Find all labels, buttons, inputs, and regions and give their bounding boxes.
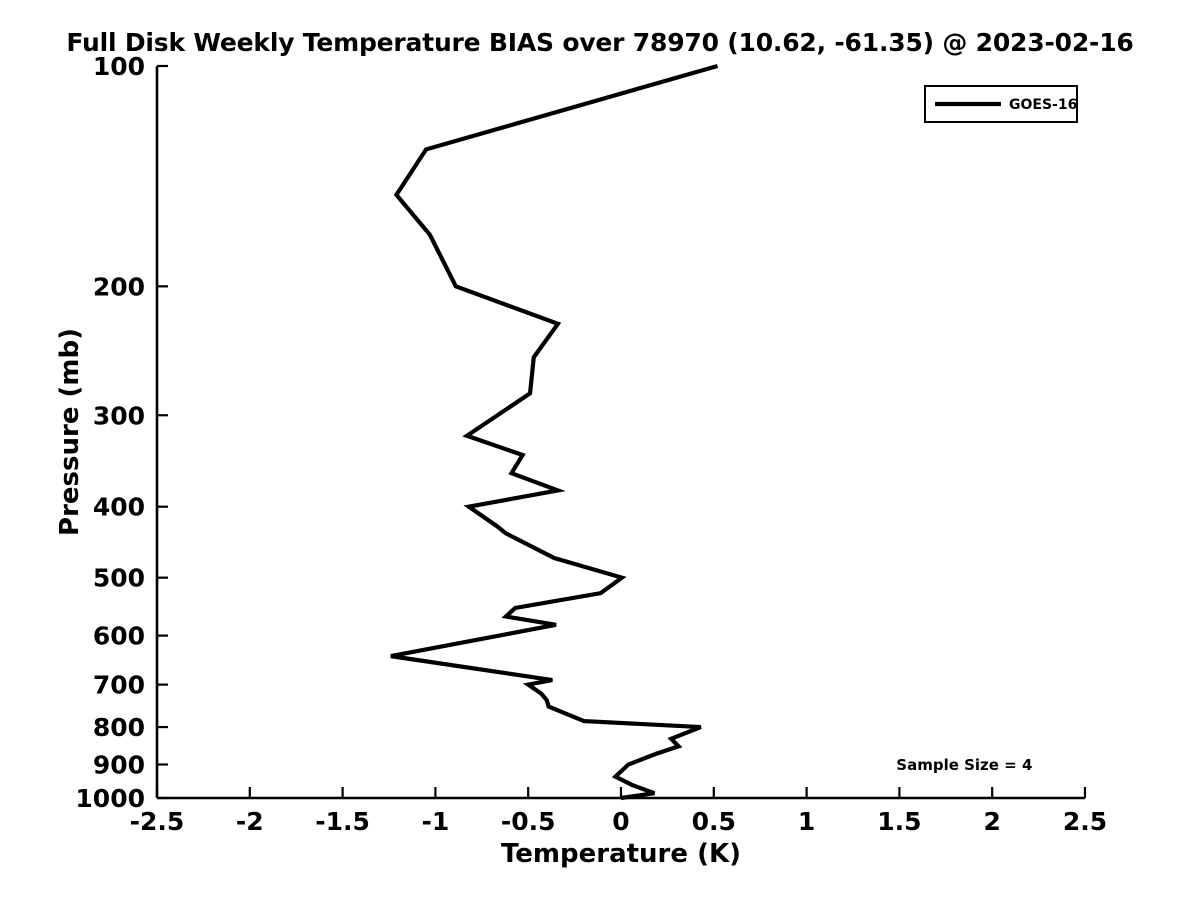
y-tick-label-1: 200 bbox=[93, 272, 145, 301]
chart-annotations: Sample Size = 4 bbox=[896, 756, 1032, 774]
tick-marks bbox=[155, 64, 1087, 800]
y-tick-label-7: 800 bbox=[93, 713, 145, 742]
y-tick-label-9: 1000 bbox=[75, 784, 145, 813]
annotation-sample-size: Sample Size = 4 bbox=[896, 756, 1032, 774]
y-tick-labels: 100 200 300 400 500 600 700 800 900 1000 bbox=[75, 52, 145, 813]
y-axis-label: Pressure (mb) bbox=[55, 328, 85, 536]
x-tick-label-7: 1 bbox=[798, 807, 815, 836]
x-tick-label-9: 2 bbox=[983, 807, 1000, 836]
x-tick-labels: -2.5 -2 -1.5 -1 -0.5 0 0.5 1 1.5 2 2.5 bbox=[130, 807, 1107, 836]
y-tick-label-6: 700 bbox=[93, 671, 145, 700]
legend[interactable]: GOES-16 bbox=[924, 85, 1078, 123]
x-tick-label-0: -2.5 bbox=[130, 807, 185, 836]
x-tick-label-2: -1.5 bbox=[315, 807, 370, 836]
axes bbox=[155, 66, 1085, 800]
y-tick-label-4: 500 bbox=[93, 564, 145, 593]
data-series bbox=[390, 63, 719, 801]
x-axis-label: Temperature (K) bbox=[501, 839, 741, 869]
x-tick-label-4: -0.5 bbox=[501, 807, 556, 836]
x-tick-label-10: 2.5 bbox=[1063, 807, 1107, 836]
x-tick-label-8: 1.5 bbox=[877, 807, 921, 836]
y-tick-label-5: 600 bbox=[93, 622, 145, 651]
series-line-goes-16 bbox=[390, 63, 719, 801]
x-tick-label-3: -1 bbox=[422, 807, 450, 836]
x-tick-label-6: 0.5 bbox=[692, 807, 736, 836]
y-tick-label-0: 100 bbox=[93, 52, 145, 81]
x-tick-label-1: -2 bbox=[236, 807, 264, 836]
y-tick-label-3: 400 bbox=[93, 493, 145, 522]
y-tick-label-8: 900 bbox=[93, 751, 145, 780]
chart-title: Full Disk Weekly Temperature BIAS over 7… bbox=[66, 28, 1134, 57]
x-tick-label-5: 0 bbox=[612, 807, 629, 836]
y-tick-label-2: 300 bbox=[93, 401, 145, 430]
legend-label-0: GOES-16 bbox=[1009, 97, 1077, 113]
